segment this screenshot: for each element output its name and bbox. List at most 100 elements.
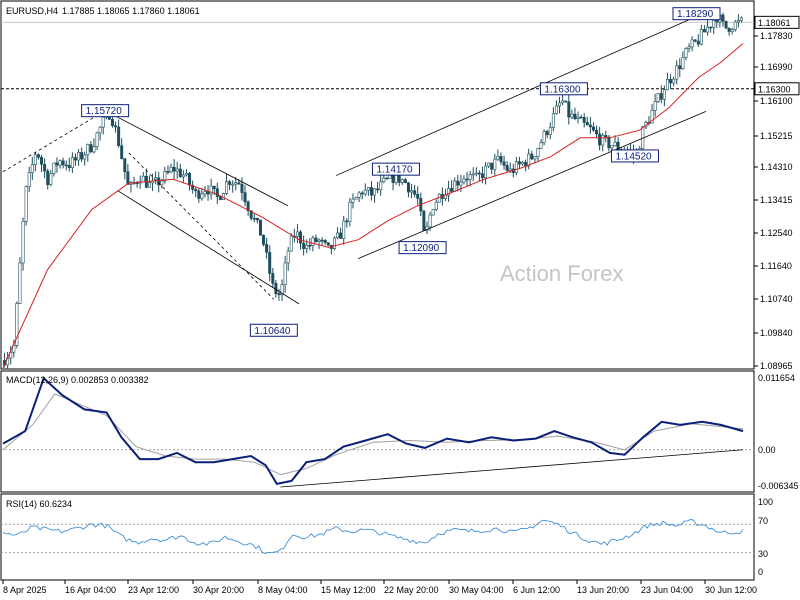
candle-body [468, 174, 472, 180]
candle-body [601, 135, 605, 146]
candle-body [120, 145, 124, 159]
candle-body [502, 161, 506, 166]
candle-body [157, 177, 161, 186]
level-annotation-box [610, 149, 659, 163]
current-price-label: 1.18061 [758, 18, 791, 28]
candle [197, 188, 201, 203]
candle [406, 181, 410, 198]
candle [573, 107, 577, 121]
macd-axis-label: -0.006345 [758, 481, 799, 491]
time-axis-label: 13 Jun 20:00 [577, 585, 629, 595]
candle-body [613, 141, 617, 147]
candle-body [650, 110, 654, 124]
header-symbol: EURUSD,H4 [6, 6, 58, 16]
candle-body [83, 154, 87, 160]
candle-body [231, 183, 235, 186]
price-panel: 1.15720 1.10640 1.14170 1.12090 1.16300 1.145… [1, 7, 754, 370]
candle-body [114, 125, 118, 128]
candle-body [21, 221, 25, 264]
candle-body [715, 20, 719, 23]
candle-body [656, 93, 660, 102]
price-axis-label: 1.16990 [760, 62, 793, 72]
candle [601, 132, 605, 152]
candle-body [385, 177, 389, 180]
candle [413, 184, 417, 198]
candle-body [289, 235, 293, 252]
candle-body [582, 117, 586, 123]
candle-body [561, 100, 565, 104]
candle [345, 218, 349, 228]
candle [385, 176, 389, 180]
candle-body [462, 178, 466, 183]
candle [292, 228, 296, 243]
candle-body [339, 232, 343, 239]
candle [542, 129, 546, 146]
candle-body [320, 239, 324, 242]
candle [681, 51, 685, 71]
candle-body [228, 181, 232, 185]
candle-body [200, 193, 204, 199]
candle [548, 122, 552, 140]
candle-body [579, 116, 583, 119]
candle-body [610, 145, 614, 149]
price-axis-label: 1.10740 [760, 294, 793, 304]
candle [342, 216, 346, 245]
candle [403, 177, 407, 184]
candle-body [607, 136, 611, 149]
candle [24, 185, 28, 226]
candle-body [687, 46, 691, 49]
candle [687, 43, 691, 53]
rsi-panel-frame [0, 493, 755, 581]
candle [21, 217, 25, 271]
candle [604, 130, 608, 143]
candle-body [369, 187, 373, 196]
candle-body [252, 217, 256, 220]
candle [514, 156, 518, 176]
trend-line [358, 111, 707, 259]
candle-body [283, 262, 287, 285]
candle [9, 345, 13, 365]
candle-body [314, 237, 318, 242]
candle [221, 192, 225, 200]
candle [58, 159, 62, 169]
candle-body [89, 144, 93, 153]
candle [493, 153, 497, 177]
candle-body [474, 172, 478, 175]
candle [27, 166, 31, 192]
candle-body [428, 214, 432, 228]
candle-body [508, 168, 512, 171]
candle [55, 157, 59, 173]
price-axis-label: 1.16100 [760, 96, 793, 106]
candle [360, 191, 364, 200]
candle-body [286, 250, 290, 264]
candle-body [706, 26, 710, 33]
candle-body [573, 113, 577, 120]
candle-body [265, 244, 269, 253]
candle-body [160, 180, 164, 186]
candle [706, 20, 710, 36]
candle [280, 279, 284, 301]
candle [465, 171, 469, 187]
candle [422, 209, 426, 232]
candle-body [366, 187, 370, 191]
candle [286, 247, 290, 271]
candle [477, 170, 481, 181]
candle-body [166, 171, 170, 173]
candle [86, 143, 90, 162]
candle-body [357, 192, 361, 198]
candle-body [564, 100, 568, 103]
candle [320, 237, 324, 246]
candle [527, 148, 531, 170]
candle [163, 166, 167, 184]
level-annotation-box [672, 7, 721, 21]
price-axis-label: 1.11640 [760, 261, 792, 271]
candle-body [431, 209, 435, 216]
candle [684, 47, 688, 61]
candle [194, 186, 198, 198]
level-annotation-box [249, 323, 298, 337]
candle-body [570, 113, 574, 118]
candle [376, 182, 380, 194]
candle [114, 121, 118, 133]
candle-body [86, 144, 90, 156]
candle-body [110, 119, 114, 127]
